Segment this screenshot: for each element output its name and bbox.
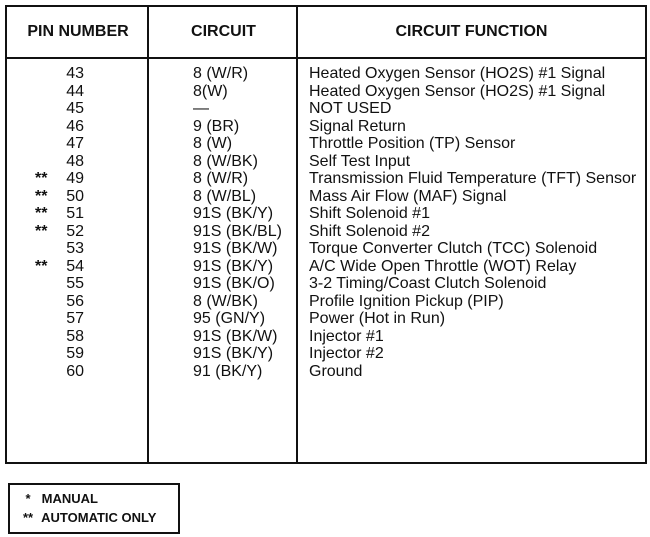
table-row: ** 50 8 (W/BL) Mass Air Flow (MAF) Signal [7,188,645,206]
pin-cell: 52 [66,222,84,240]
circuit-cell: 91S (BK/Y) [193,205,274,222]
pin-table: PIN NUMBER CIRCUIT CIRCUIT FUNCTION 43 8 … [5,5,647,464]
function-cell: Profile Ignition Pickup (PIP) [309,292,504,310]
pin-cell: 45 [66,100,84,117]
function-cell: 3-2 Timing/Coast Clutch Solenoid [309,275,547,292]
table-row: 47 8 (W) Throttle Position (TP) Sensor [7,135,645,153]
table-row: 43 8 (W/R) Heated Oxygen Sensor (HO2S) #1 … [7,65,645,83]
pin-cell: 58 [66,327,84,345]
circuit-cell: 91S (BK/W) [193,327,278,345]
table-row: 57 95 (GN/Y) Power (Hot in Run) [7,310,645,328]
function-cell: Mass Air Flow (MAF) Signal [309,187,507,205]
circuit-cell: 91S (BK/BL) [193,222,282,240]
circuit-cell: 91S (BK/Y) [193,257,274,275]
function-cell: Torque Converter Clutch (TCC) Solenoid [309,240,598,257]
table-row: 44 8(W) Heated Oxygen Sensor (HO2S) #1 Sig… [7,83,645,101]
circuit-cell: 91 (BK/Y) [193,362,263,380]
table-body: 43 8 (W/R) Heated Oxygen Sensor (HO2S) #1 … [7,65,645,380]
pin-cell: 47 [66,135,84,152]
circuit-cell: 8 (W/R) [193,170,249,187]
header-cell: CIRCUIT FUNCTION [395,23,548,40]
circuit-cell: 8(W) [193,82,228,100]
note-text: AUTOMATIC ONLY [41,510,157,525]
function-cell: Shift Solenoid #2 [309,222,430,240]
function-cell: NOT USED [309,100,392,117]
pin-cell: 59 [66,345,84,362]
table-row: ** 51 91S (BK/Y) Shift Solenoid #1 [7,205,645,223]
divider [7,57,645,59]
row-mark: ** [35,222,48,240]
table-row: 59 91S (BK/Y) Injector #2 [7,345,645,363]
table-row: 45 — NOT USED [7,100,645,118]
circuit-cell: — [193,100,209,117]
table-row: 60 91 (BK/Y) Ground [7,363,645,381]
header-cell: PIN NUMBER [27,23,129,40]
function-cell: Transmission Fluid Temperature (TFT) Sen… [309,170,637,187]
table-row: 48 8 (W/BK) Self Test Input [7,153,645,171]
divider [296,7,298,462]
legend-box: * MANUAL ** AUTOMATIC ONLY [8,483,180,534]
table-row: 56 8 (W/BK) Profile Ignition Pickup (PIP) [7,293,645,311]
function-cell: Heated Oxygen Sensor (HO2S) #1 Signal [309,82,606,100]
circuit-cell: 8 (W) [193,135,233,152]
note: ** AUTOMATIC ONLY [18,510,157,525]
table-row: 53 91S (BK/W) Torque Converter Clutch (TCC… [7,240,645,258]
pin-cell: 51 [66,205,84,222]
pin-cell: 44 [66,82,84,100]
pin-cell: 53 [66,240,84,257]
function-cell: Injector #1 [309,327,384,345]
row-mark: ** [35,205,48,222]
function-cell: Ground [309,362,363,380]
pin-cell: 50 [66,187,84,205]
circuit-cell: 8 (W/BK) [193,152,258,170]
circuit-cell: 95 (GN/Y) [193,310,266,327]
row-mark: ** [35,170,48,187]
function-cell: Heated Oxygen Sensor (HO2S) #1 Signal [309,65,606,82]
row-mark: ** [35,257,48,275]
header-cell: CIRCUIT [191,23,256,40]
pin-cell: 54 [66,257,84,275]
table-row: 46 9 (BR) Signal Return [7,118,645,136]
pin-cell: 56 [66,292,84,310]
table-row: 55 91S (BK/O) 3-2 Timing/Coast Clutch Sole… [7,275,645,293]
circuit-cell: 8 (W/R) [193,65,249,82]
note: * MANUAL [18,491,98,506]
table-row: 58 91S (BK/W) Injector #1 [7,328,645,346]
pin-cell: 60 [66,362,84,380]
function-cell: Self Test Input [309,152,411,170]
function-cell: Throttle Position (TP) Sensor [309,135,516,152]
pin-cell: 48 [66,152,84,170]
function-cell: Shift Solenoid #1 [309,205,430,222]
function-cell: Injector #2 [309,345,384,362]
circuit-cell: 9 (BR) [193,117,240,135]
note-text: MANUAL [41,491,98,506]
circuit-cell: 91S (BK/O) [193,275,275,292]
note-symbol: ** [22,510,34,525]
pin-cell: 46 [66,117,84,135]
pin-cell: 57 [66,310,84,327]
note-symbol: * [25,491,31,506]
circuit-cell: 91S (BK/Y) [193,345,274,362]
circuit-cell: 91S (BK/W) [193,240,278,257]
pin-cell: 49 [66,170,84,187]
circuit-cell: 8 (W/BK) [193,292,258,310]
function-cell: A/C Wide Open Throttle (WOT) Relay [309,257,577,275]
pin-cell: 55 [66,275,84,292]
row-mark: ** [35,187,48,205]
circuit-cell: 8 (W/BL) [193,187,257,205]
function-cell: Power (Hot in Run) [309,310,446,327]
table-row: ** 52 91S (BK/BL) Shift Solenoid #2 [7,223,645,241]
table-row: ** 54 91S (BK/Y) A/C Wide Open Throttle (WO… [7,258,645,276]
function-cell: Signal Return [309,117,406,135]
pin-cell: 43 [66,65,84,82]
divider [147,7,149,462]
table-row: ** 49 8 (W/R) Transmission Fluid Temperatur… [7,170,645,188]
